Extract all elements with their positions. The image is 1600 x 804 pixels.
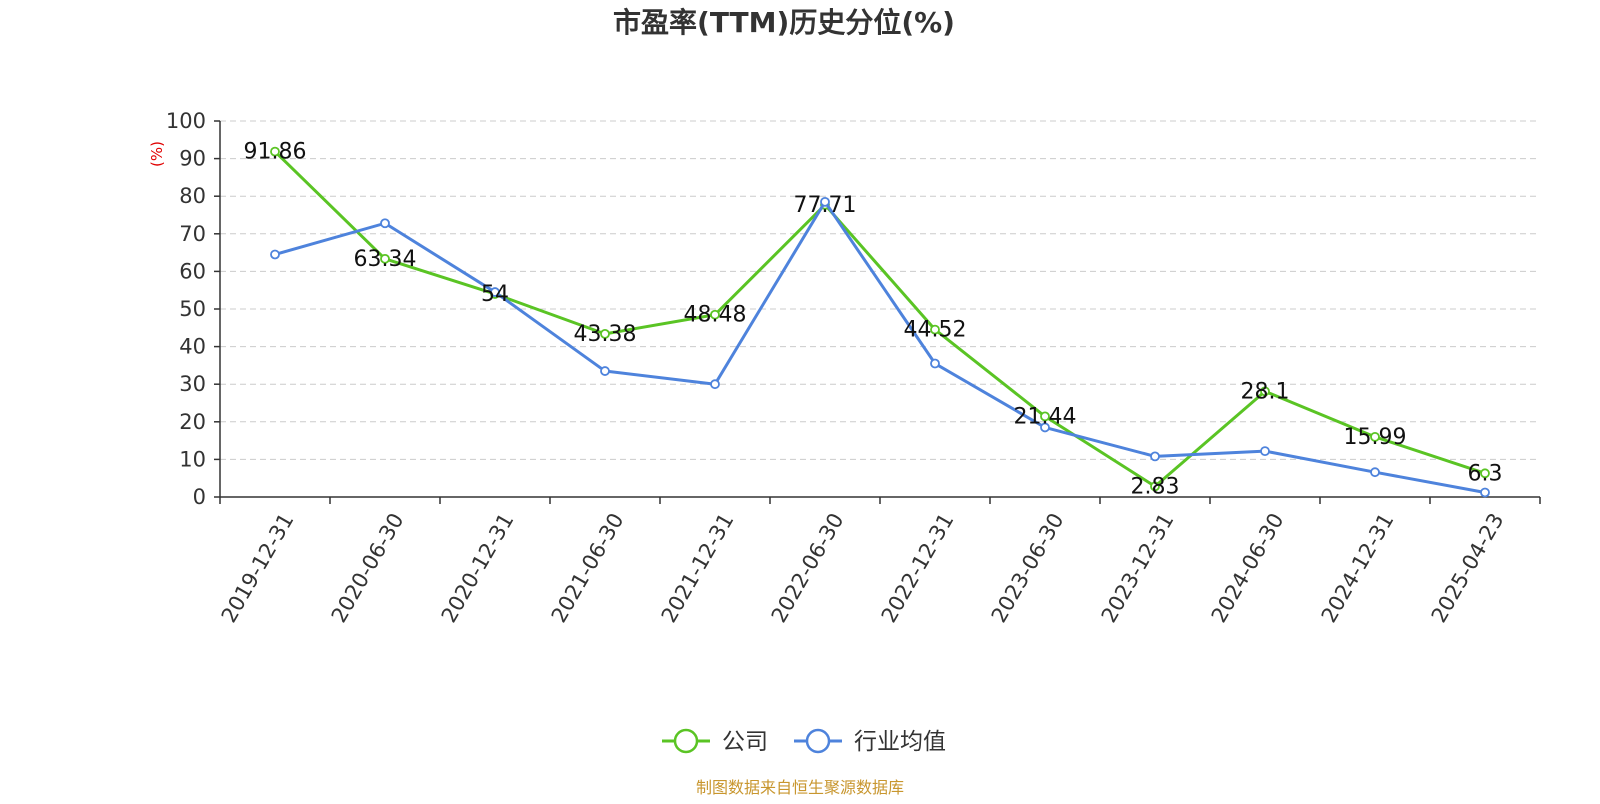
data-point[interactable] xyxy=(600,366,610,376)
legend-label: 行业均值 xyxy=(854,729,946,755)
data-label: 21.44 xyxy=(1014,404,1077,429)
series-line-1 xyxy=(274,200,1486,494)
x-tick-label: 2021-12-31 xyxy=(657,509,739,627)
data-label: 63.34 xyxy=(354,247,417,272)
data-point[interactable] xyxy=(1480,468,1490,479)
y-tick-label: 60 xyxy=(179,259,206,283)
data-point[interactable] xyxy=(930,358,940,369)
legend-label: 公司 xyxy=(722,729,768,755)
x-tick-label: 2024-12-31 xyxy=(1317,509,1399,627)
x-tick-label: 2022-06-30 xyxy=(767,509,849,627)
legend-item-1[interactable]: 行业均值 xyxy=(794,728,946,755)
x-axis-tick-labels: 2019-12-31 2020-06-30 2020-12-31 2021-06-30… xyxy=(217,509,1509,627)
x-tick-label: 2023-12-31 xyxy=(1097,509,1179,627)
y-axis-label: (%) xyxy=(148,141,166,167)
data-point[interactable] xyxy=(710,309,720,320)
x-tick-label: 2021-06-30 xyxy=(547,509,629,627)
x-tick-label: 2024-06-30 xyxy=(1207,509,1289,627)
y-tick-label: 100 xyxy=(166,109,206,133)
y-axis-tick-labels: 0 10 20 30 40 50 60 70 80 90 100 xyxy=(166,109,206,509)
data-label: 2.83 xyxy=(1131,474,1180,499)
data-point[interactable] xyxy=(1370,467,1380,478)
data-point[interactable] xyxy=(710,379,720,390)
data-point[interactable] xyxy=(1040,422,1050,433)
data-label: 6.3 xyxy=(1468,461,1503,486)
source-footer: 制图数据来自恒生聚源数据库 xyxy=(696,778,904,797)
data-point[interactable] xyxy=(1150,451,1160,462)
data-point[interactable] xyxy=(490,287,500,297)
axes xyxy=(214,120,1541,504)
x-tick-label: 2025-04-23 xyxy=(1427,509,1509,627)
data-point[interactable] xyxy=(380,253,390,264)
x-tick-label: 2019-12-31 xyxy=(217,509,299,627)
legend-marker xyxy=(805,728,831,754)
y-tick-label: 30 xyxy=(179,372,206,396)
data-label: 43.38 xyxy=(574,322,637,347)
data-label: 44.52 xyxy=(904,318,967,343)
data-point[interactable] xyxy=(1150,481,1160,492)
x-tick-label: 2020-06-30 xyxy=(327,509,409,627)
legend-item-0[interactable]: 公司 xyxy=(662,728,768,755)
y-tick-label: 20 xyxy=(179,410,206,434)
data-point[interactable] xyxy=(1480,487,1490,498)
data-point[interactable] xyxy=(1260,386,1270,397)
x-tick-label: 2023-06-30 xyxy=(987,509,1069,627)
series-lines xyxy=(270,146,1490,498)
x-tick-label: 2020-12-31 xyxy=(437,509,519,627)
data-point[interactable] xyxy=(600,328,610,339)
data-point[interactable] xyxy=(930,324,940,335)
data-point[interactable] xyxy=(1260,446,1270,457)
data-label: 28.1 xyxy=(1241,379,1290,404)
grid-lines xyxy=(220,120,1540,460)
y-tick-label: 40 xyxy=(179,335,206,359)
data-label: 77.71 xyxy=(794,193,857,218)
data-point[interactable] xyxy=(270,146,280,157)
data-point[interactable] xyxy=(820,196,830,207)
data-point[interactable] xyxy=(1040,411,1050,422)
y-tick-label: 0 xyxy=(193,485,206,509)
data-label: 54 xyxy=(481,282,509,307)
data-labels: 91.86 63.34 54 43.38 48.48 77.71 44.52 21.44 2.8… xyxy=(244,140,1503,500)
y-tick-label: 10 xyxy=(179,447,206,471)
y-tick-label: 70 xyxy=(179,222,206,246)
legend[interactable]: 公司 行业均值 xyxy=(662,728,946,755)
y-tick-label: 50 xyxy=(179,297,206,321)
x-tick-label: 2022-12-31 xyxy=(877,509,959,627)
data-label: 15.99 xyxy=(1344,425,1407,450)
data-label: 48.48 xyxy=(684,303,747,328)
data-point[interactable] xyxy=(270,249,280,260)
data-label: 91.86 xyxy=(244,140,307,165)
y-tick-label: 80 xyxy=(179,184,206,208)
series-line-0 xyxy=(273,150,1486,488)
data-point[interactable] xyxy=(1370,431,1380,442)
chart-title: 市盈率(TTM)历史分位(%) xyxy=(613,6,955,39)
y-tick-label: 90 xyxy=(179,147,206,171)
data-point[interactable] xyxy=(380,218,390,229)
legend-marker xyxy=(673,728,699,754)
